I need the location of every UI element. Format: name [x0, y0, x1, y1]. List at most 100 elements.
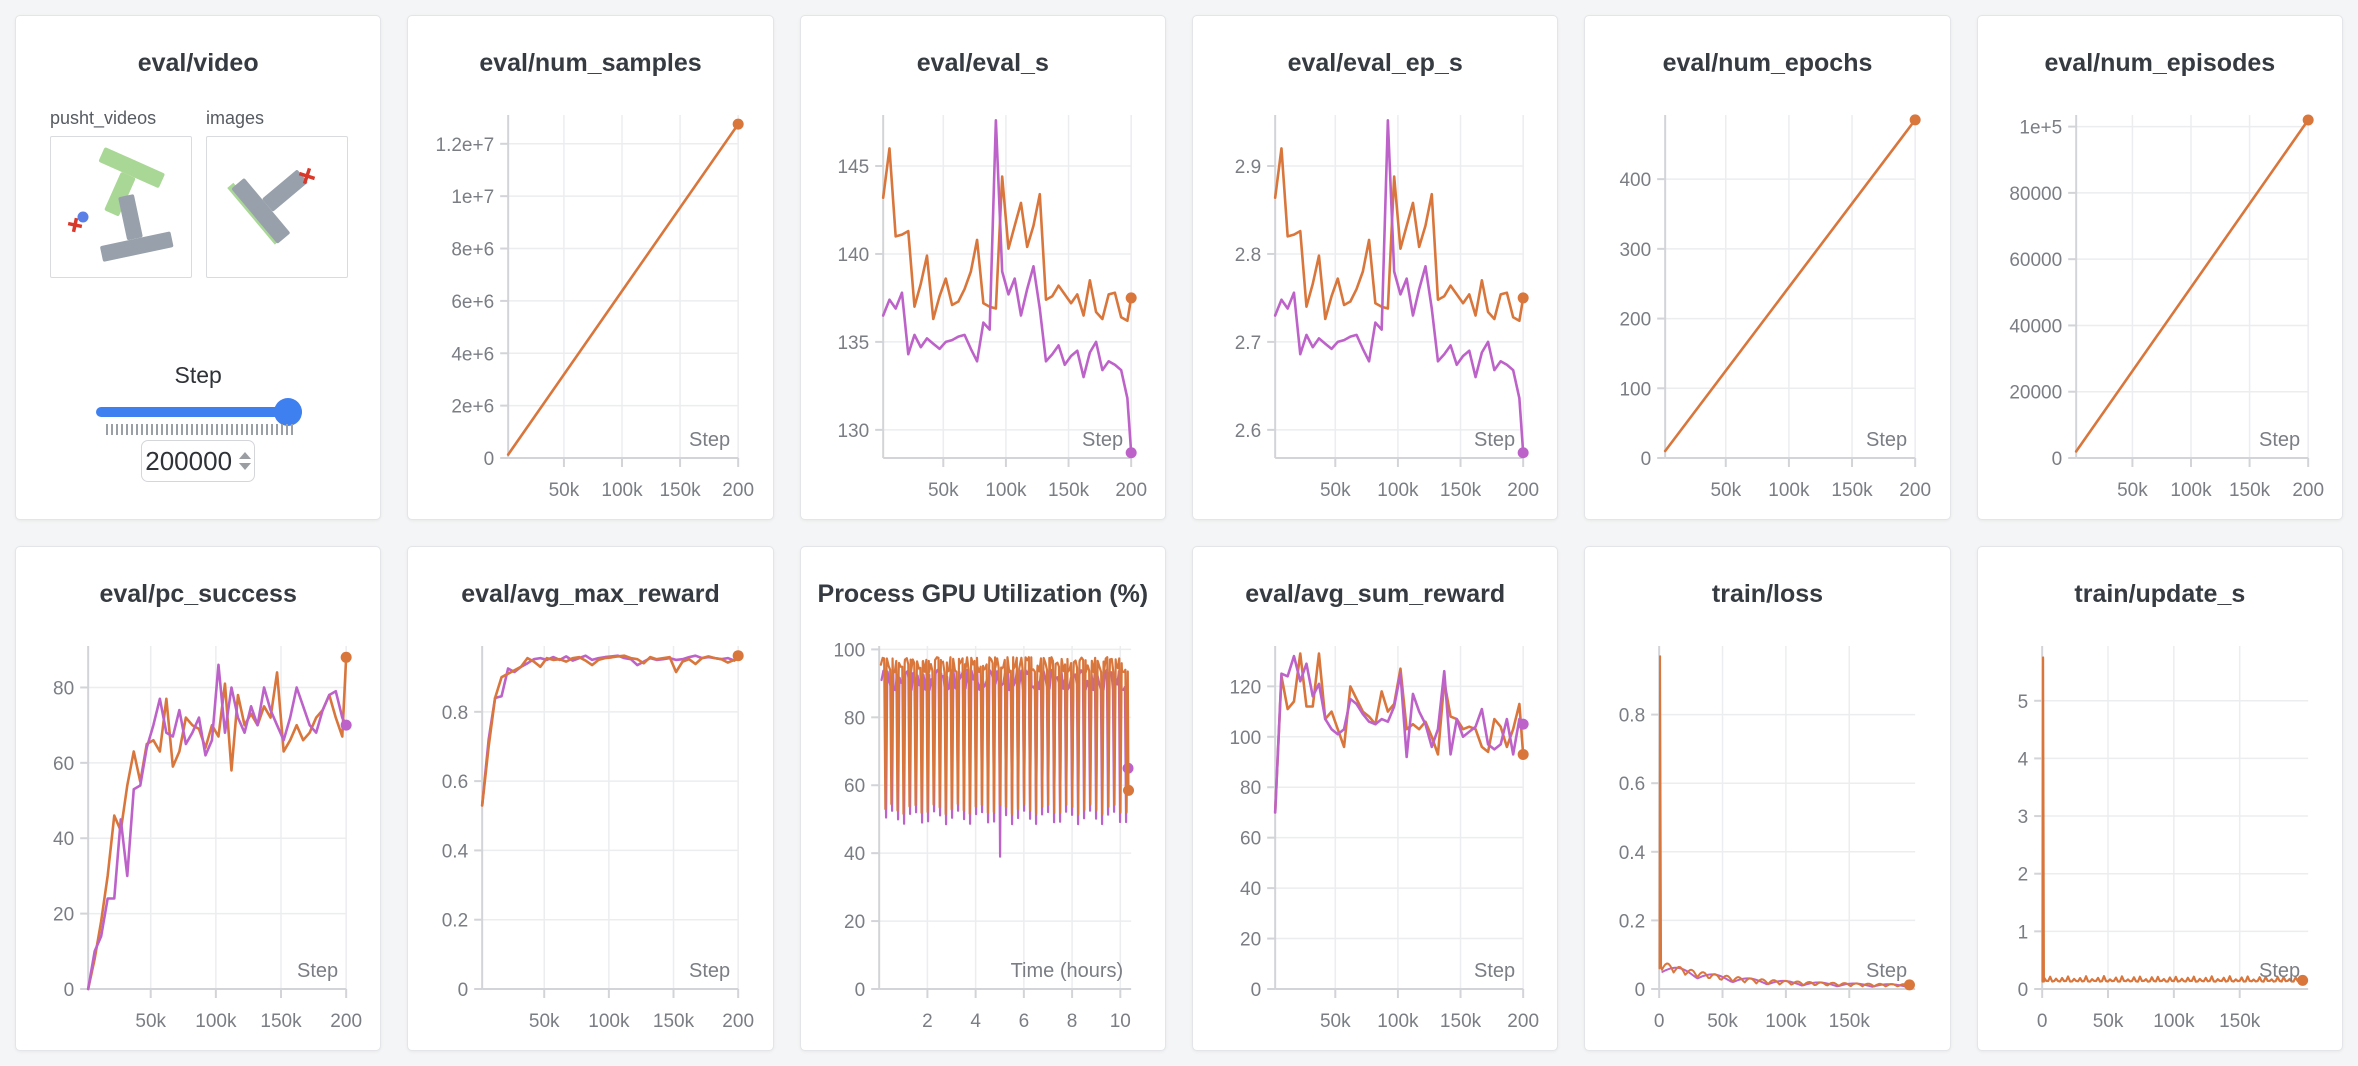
media-label-pusht-videos: pusht_videos [50, 108, 157, 128]
line-chart-eval-num-epochs[interactable]: 0 100 200 300 400 50k 100k 150k 200 Step [1585, 80, 1949, 520]
panel-eval-video[interactable]: eval/video pusht_videos images [15, 15, 382, 520]
svg-text:100k: 100k [1377, 1011, 1419, 1032]
svg-text:100: 100 [1620, 379, 1652, 400]
svg-text:20: 20 [53, 905, 74, 926]
agent-dot [77, 211, 89, 223]
line-chart-train-loss[interactable]: 0 0.2 0.4 0.6 0.8 0 50k 100k 150k Step [1585, 611, 1949, 1051]
media-label-images: images [206, 108, 265, 128]
svg-text:150k: 150k [1829, 1011, 1871, 1032]
line-chart-eval-eval-ep-s[interactable]: 2.6 2.7 2.8 2.9 50k 100k 150k 200 Step [1193, 80, 1557, 520]
target-cross-icon [67, 217, 83, 233]
svg-text:0.2: 0.2 [442, 911, 468, 932]
svg-text:120: 120 [1229, 677, 1261, 698]
panel-gpu-utilization[interactable]: Process GPU Utilization (%) 0 20 40 60 80 100… [799, 546, 1166, 1051]
svg-text:200: 200 [1900, 480, 1932, 501]
line-chart-eval-num-episodes[interactable]: 0 20000 40000 60000 80000 1e+5 50k 100k 150k 200 S… [1978, 80, 2342, 520]
svg-text:0: 0 [1251, 980, 1262, 1001]
svg-text:2.7: 2.7 [1235, 333, 1261, 354]
panel-eval-num-samples[interactable]: eval/num_samples 0 2e+6 4e+6 6e+6 8e+6 1e+7 1.… [407, 15, 774, 520]
svg-text:8: 8 [1066, 1011, 1077, 1032]
svg-text:2: 2 [2017, 865, 2028, 886]
svg-text:140: 140 [837, 245, 869, 266]
svg-text:300: 300 [1620, 240, 1652, 261]
increment-arrow-icon[interactable] [239, 452, 252, 459]
line-chart-gpu-utilization[interactable]: 0 20 40 60 80 100 2 4 6 8 10 Time (hours) [801, 611, 1165, 1051]
svg-text:100: 100 [1229, 728, 1261, 749]
stepper-arrows[interactable] [239, 452, 252, 470]
svg-text:200: 200 [723, 1011, 755, 1032]
line-chart-eval-eval-s[interactable]: 130 135 140 145 50k 100k 150k 200 Step [801, 80, 1165, 520]
panel-eval-pc-success[interactable]: eval/pc_success 0 20 40 60 80 50k 100k 150k 200 S… [15, 546, 382, 1051]
svg-text:1.2e+7: 1.2e+7 [436, 135, 495, 156]
svg-text:Step: Step [1474, 429, 1515, 451]
panel-title: eval/eval_ep_s [1287, 49, 1463, 77]
svg-text:1e+5: 1e+5 [2019, 118, 2062, 139]
svg-text:150k: 150k [1440, 1011, 1482, 1032]
panel-title: eval/num_episodes [2044, 49, 2276, 77]
svg-text:145: 145 [837, 157, 869, 178]
slider-handle[interactable] [274, 398, 302, 426]
images-thumbnail[interactable] [206, 136, 348, 278]
svg-text:4e+6: 4e+6 [452, 344, 495, 365]
svg-text:200: 200 [2292, 480, 2324, 501]
line-chart-eval-num-samples[interactable]: 0 2e+6 4e+6 6e+6 8e+6 1e+7 1.2e+7 50k 100k 150k 20… [408, 80, 772, 520]
panel-eval-avg-max-reward[interactable]: eval/avg_max_reward 0 0.2 0.4 0.6 0.8 50k 100k… [407, 546, 774, 1051]
panel-train-update-s[interactable]: train/update_s 0 1 2 3 4 5 0 50k 100k 150k Step [1976, 546, 2343, 1051]
svg-text:100k: 100k [1769, 480, 1811, 501]
svg-text:0: 0 [1641, 449, 1652, 470]
svg-text:50k: 50k [2117, 480, 2148, 501]
svg-text:150k: 150k [1440, 480, 1482, 501]
slider-track[interactable] [96, 407, 302, 417]
panel-title: eval/num_samples [479, 49, 702, 77]
step-value-input[interactable]: 200000 [141, 440, 256, 482]
svg-text:40: 40 [844, 844, 865, 865]
svg-text:2.6: 2.6 [1235, 421, 1261, 442]
panel-eval-num-episodes[interactable]: eval/num_episodes 0 20000 40000 60000 80000 1… [1976, 15, 2343, 520]
svg-text:150k: 150k [1048, 480, 1090, 501]
svg-text:100k: 100k [1377, 480, 1419, 501]
svg-text:50k: 50k [529, 1011, 560, 1032]
svg-text:50k: 50k [2092, 1011, 2123, 1032]
svg-text:0.6: 0.6 [442, 772, 468, 793]
svg-text:0.4: 0.4 [442, 841, 469, 862]
step-slider[interactable] [96, 398, 302, 440]
line-chart-train-update-s[interactable]: 0 1 2 3 4 5 0 50k 100k 150k Step [1978, 611, 2342, 1051]
svg-text:0.8: 0.8 [442, 703, 468, 724]
svg-text:2: 2 [922, 1011, 933, 1032]
svg-text:40: 40 [53, 829, 74, 850]
svg-text:Step: Step [1866, 429, 1907, 451]
svg-text:0.2: 0.2 [1619, 911, 1645, 932]
svg-text:60: 60 [1240, 829, 1261, 850]
pusht-video-thumbnail[interactable] [50, 136, 192, 278]
panel-eval-eval-ep-s[interactable]: eval/eval_ep_s 2.6 2.7 2.8 2.9 50k 100k 150k 20… [1192, 15, 1559, 520]
panel-eval-num-epochs[interactable]: eval/num_epochs 0 100 200 300 400 50k 100k 150k… [1584, 15, 1951, 520]
svg-text:100: 100 [833, 640, 865, 661]
line-chart-eval-pc-success[interactable]: 0 20 40 60 80 50k 100k 150k 200 Step [16, 611, 380, 1051]
svg-text:40: 40 [1240, 879, 1261, 900]
svg-text:200: 200 [1507, 1011, 1539, 1032]
svg-text:Step: Step [297, 960, 338, 982]
panel-title: eval/pc_success [99, 580, 297, 608]
panel-train-loss[interactable]: train/loss 0 0.2 0.4 0.6 0.8 0 50k 100k 150k Step [1584, 546, 1951, 1051]
svg-text:100k: 100k [2153, 1011, 2195, 1032]
line-chart-eval-avg-max-reward[interactable]: 0 0.2 0.4 0.6 0.8 50k 100k 150k 200 Step [408, 611, 772, 1051]
svg-text:150k: 150k [1832, 480, 1874, 501]
panel-title: eval/eval_s [916, 49, 1049, 77]
svg-text:50k: 50k [928, 480, 959, 501]
svg-text:Step: Step [2259, 960, 2300, 982]
svg-text:200: 200 [1115, 480, 1147, 501]
line-chart-eval-avg-sum-reward[interactable]: 0 20 40 60 80 100 120 50k 100k 150k 200 Step [1193, 611, 1557, 1051]
green-t-shape [98, 147, 165, 216]
panel-title: Process GPU Utilization (%) [817, 580, 1149, 608]
panel-eval-avg-sum-reward[interactable]: eval/avg_sum_reward 0 20 40 60 80 100 120 50k 10… [1192, 546, 1559, 1051]
svg-text:5: 5 [2017, 692, 2028, 713]
svg-text:0.4: 0.4 [1619, 843, 1646, 864]
decrement-arrow-icon[interactable] [239, 463, 252, 470]
panel-eval-eval-s[interactable]: eval/eval_s 130 135 140 145 50k 100k 150k 200 St… [799, 15, 1166, 520]
gray-t-shape [100, 194, 174, 262]
step-slider-label: Step [174, 362, 222, 388]
svg-text:0: 0 [458, 980, 469, 1001]
step-value[interactable]: 200000 [145, 445, 233, 476]
svg-text:Step: Step [689, 960, 730, 982]
